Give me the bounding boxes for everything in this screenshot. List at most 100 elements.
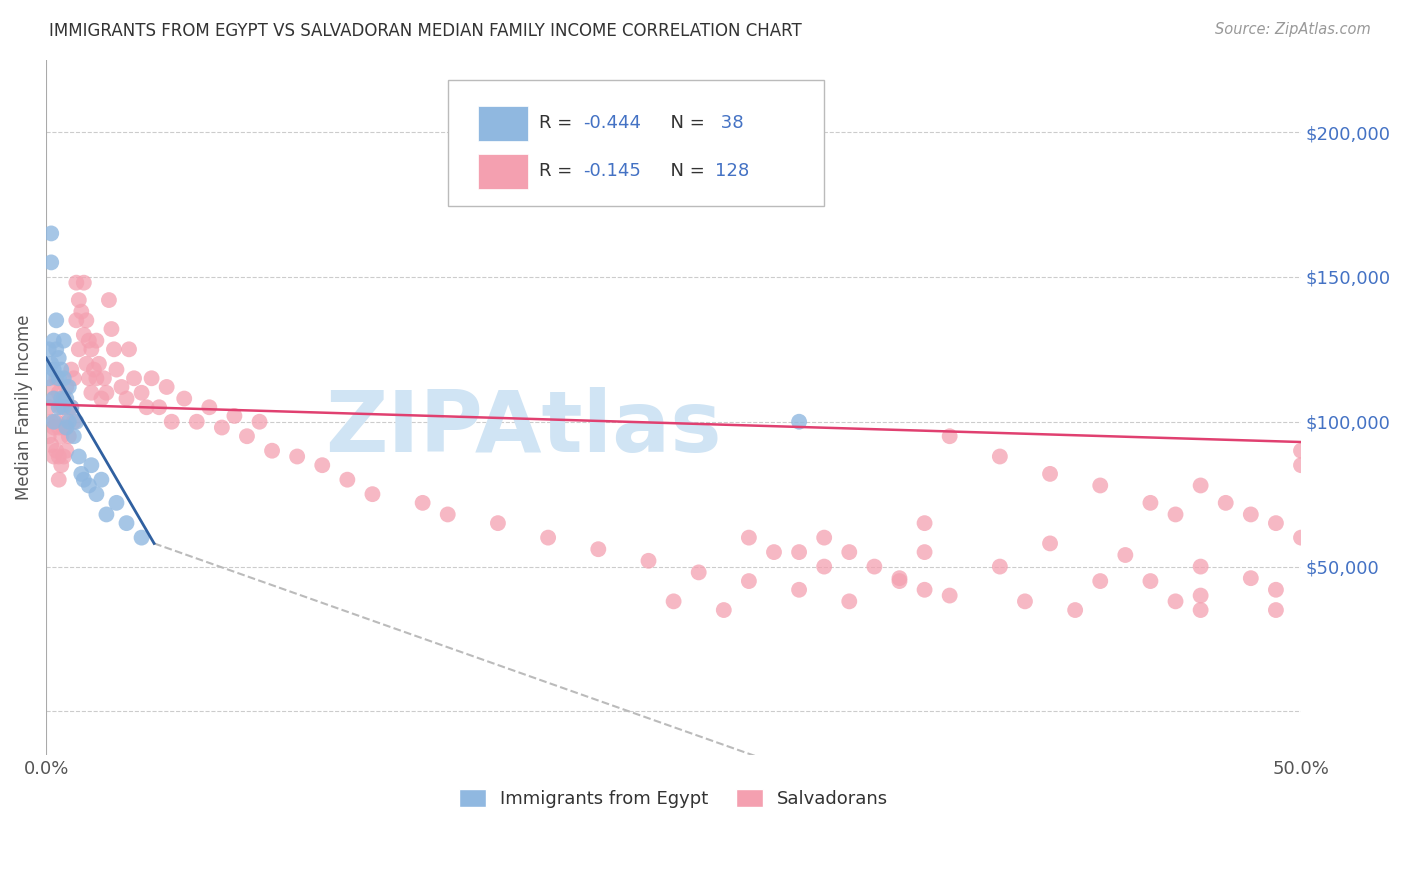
Point xyxy=(65,276,87,290)
Point xyxy=(42,392,65,406)
Point xyxy=(813,531,835,545)
Point xyxy=(838,545,860,559)
Point xyxy=(1289,458,1312,473)
Point xyxy=(42,334,65,348)
Point xyxy=(1240,508,1263,522)
Point xyxy=(1215,496,1237,510)
Point xyxy=(52,392,75,406)
Point xyxy=(637,554,659,568)
Point xyxy=(62,429,84,443)
Point xyxy=(48,473,70,487)
Point xyxy=(80,458,103,473)
Point xyxy=(87,357,110,371)
Point xyxy=(60,401,83,415)
Point xyxy=(52,401,75,415)
Point xyxy=(436,508,458,522)
Point xyxy=(160,415,183,429)
Text: Source: ZipAtlas.com: Source: ZipAtlas.com xyxy=(1215,22,1371,37)
Point xyxy=(96,508,118,522)
Point xyxy=(45,443,67,458)
Point xyxy=(58,415,80,429)
Point xyxy=(67,293,90,307)
Point xyxy=(787,415,810,429)
Point xyxy=(838,594,860,608)
Point xyxy=(60,401,83,415)
Point xyxy=(39,380,62,394)
Point xyxy=(62,371,84,385)
Point xyxy=(103,343,125,357)
Point xyxy=(1240,571,1263,585)
Point xyxy=(1039,467,1062,481)
Point xyxy=(688,566,710,580)
Point xyxy=(1090,478,1112,492)
Text: -0.444: -0.444 xyxy=(583,114,641,132)
FancyBboxPatch shape xyxy=(478,106,529,141)
Text: R =: R = xyxy=(540,161,578,180)
Point xyxy=(62,415,84,429)
Point xyxy=(45,313,67,327)
Point xyxy=(55,420,77,434)
Point xyxy=(156,380,179,394)
Point xyxy=(361,487,384,501)
Point xyxy=(39,227,62,241)
Point xyxy=(249,415,271,429)
Point xyxy=(39,255,62,269)
Point xyxy=(813,559,835,574)
Text: 38: 38 xyxy=(716,114,744,132)
Point xyxy=(1114,548,1136,562)
Point xyxy=(173,392,195,406)
Point xyxy=(45,415,67,429)
Point xyxy=(58,429,80,443)
Point xyxy=(1139,496,1161,510)
Point xyxy=(224,409,246,423)
Y-axis label: Median Family Income: Median Family Income xyxy=(15,315,32,500)
Point xyxy=(211,420,233,434)
Point xyxy=(787,582,810,597)
Point xyxy=(1189,589,1212,603)
Text: 128: 128 xyxy=(716,161,749,180)
Point xyxy=(537,531,560,545)
Point xyxy=(52,371,75,385)
Point xyxy=(115,516,138,530)
Point xyxy=(262,443,284,458)
Point xyxy=(588,542,610,557)
Point xyxy=(1189,478,1212,492)
Point xyxy=(51,458,73,473)
Point xyxy=(105,496,128,510)
Point xyxy=(236,429,259,443)
Point xyxy=(52,450,75,464)
Point xyxy=(67,450,90,464)
Point xyxy=(38,343,60,357)
Point xyxy=(1189,603,1212,617)
Point xyxy=(58,401,80,415)
Point xyxy=(70,304,93,318)
Point xyxy=(198,401,221,415)
Point xyxy=(110,380,132,394)
Point xyxy=(1090,574,1112,588)
Point xyxy=(787,545,810,559)
Point xyxy=(77,478,100,492)
Point xyxy=(1289,443,1312,458)
Point xyxy=(122,371,145,385)
Point xyxy=(1064,603,1087,617)
Point xyxy=(80,343,103,357)
Point xyxy=(58,380,80,394)
Point xyxy=(51,362,73,376)
Point xyxy=(75,313,97,327)
Point xyxy=(73,276,96,290)
Point xyxy=(988,450,1011,464)
Point xyxy=(48,450,70,464)
Point xyxy=(1039,536,1062,550)
Point xyxy=(55,443,77,458)
Point xyxy=(86,334,108,348)
Point xyxy=(105,362,128,376)
Point xyxy=(1164,594,1187,608)
Point xyxy=(1139,574,1161,588)
Point xyxy=(55,380,77,394)
Point xyxy=(131,531,153,545)
Point xyxy=(48,371,70,385)
Point xyxy=(1264,582,1286,597)
Point xyxy=(65,415,87,429)
Point xyxy=(48,351,70,365)
Point xyxy=(77,334,100,348)
